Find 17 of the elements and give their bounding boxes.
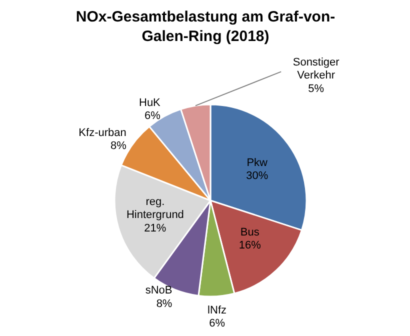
data-label: 8% [110, 140, 127, 152]
data-label: 30% [246, 170, 268, 182]
data-label: 6% [144, 110, 161, 122]
data-label: 5% [308, 82, 324, 95]
data-label: 6% [209, 317, 226, 330]
slice-label: Kfz-urban [78, 126, 126, 139]
slice-label: HuK [139, 96, 162, 109]
chart-title: NOx-Gesamtbelastung am Graf-von-Galen-Ring (2018) [76, 8, 336, 46]
data-label: 21% [144, 222, 166, 234]
slice-label: Bus [240, 226, 260, 238]
slice-label: Pkw [246, 156, 268, 169]
slice-label: sNoB [145, 284, 172, 297]
data-label: 8% [156, 298, 172, 310]
slice-label: reg. Hintergrund [126, 196, 184, 222]
slice-label: Sonstiger Verkehr [292, 56, 340, 82]
data-label: 16% [238, 240, 262, 252]
slice-label: lNfz [208, 304, 227, 316]
